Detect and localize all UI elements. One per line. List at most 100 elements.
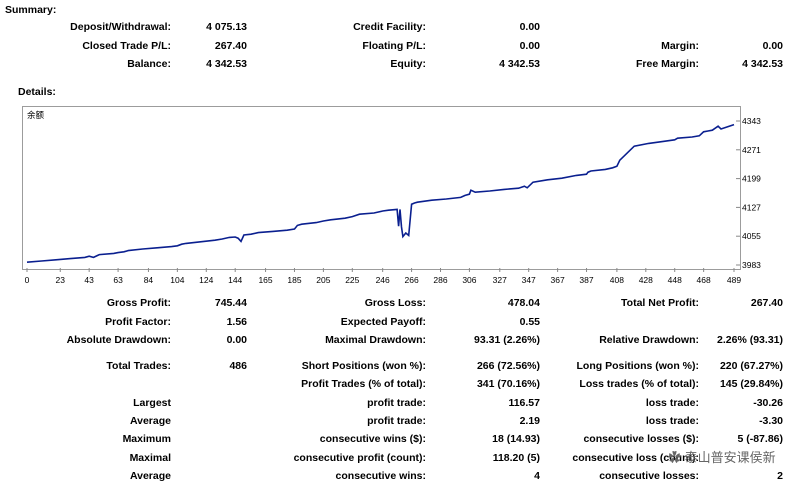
summary-value: 0.00 [762,40,783,52]
x-tick-label: 367 [551,275,565,285]
x-tick-label: 84 [144,275,154,285]
watermark: ✿ 泰山普安课侯新 [668,447,776,466]
summary-value: 4 342.53 [206,58,247,70]
stat-value: 0.00 [226,334,247,346]
stat-label: profit trade: [367,397,426,409]
stat-value: 341 (70.16%) [476,378,540,390]
stat-label: loss trade: [645,415,699,427]
balance-chart-frame [22,106,741,270]
stat-label: Profit Factor: [105,316,171,328]
watermark-text: 泰山普安课侯新 [684,450,776,465]
x-tick-label: 448 [668,275,682,285]
stat-value: 5 (-87.86) [737,433,783,445]
stat-value: 2.19 [519,415,540,427]
y-tick-label: 4199 [742,174,761,184]
stat-value: -3.30 [759,415,783,427]
stat-label: consecutive profit (count): [293,452,426,464]
stat-label: consecutive losses: [599,470,699,482]
x-tick-label: 23 [56,275,66,285]
stat-label: Absolute Drawdown: [66,334,171,346]
x-tick-label: 144 [228,275,242,285]
summary-label: Floating P/L: [362,40,426,52]
y-tick-label: 4055 [742,231,761,241]
summary-label: Equity: [390,58,426,70]
balance-chart: 余额 3983 4055 4127 4199 4271 4343 0 23 43 63 84 104 12… [25,110,762,285]
stat-label: consecutive loss (count): [572,452,699,464]
summary-value: 4 342.53 [499,58,540,70]
x-tick-label: 43 [84,275,94,285]
summary-value: 0.00 [519,21,540,33]
stat-label: Relative Drawdown: [599,334,699,346]
x-tick-label: 286 [433,275,447,285]
summary-title: Summary: [5,4,57,16]
stat-label: Short Positions (won %): [301,360,426,372]
summary-value: 4 342.53 [742,58,783,70]
x-tick-label: 327 [493,275,507,285]
x-tick-label: 225 [345,275,359,285]
x-tick-label: 0 [25,275,30,285]
x-tick-label: 185 [287,275,301,285]
details-title: Details: [18,86,56,98]
stat-value: -30.26 [753,397,783,409]
stat-value: 745.44 [214,297,247,309]
stat-value: 478.04 [507,297,540,309]
stat-label: Maximum [122,433,171,445]
stat-value: 220 (67.27%) [719,360,783,372]
x-tick-label: 104 [170,275,184,285]
summary-value: 4 075.13 [206,21,247,33]
stat-label: Maximal Drawdown: [325,334,426,346]
stat-value: 0.55 [519,316,540,328]
summary-label: Closed Trade P/L: [82,40,171,52]
stat-value: 93.31 (2.26%) [474,334,540,346]
x-tick-label: 63 [113,275,123,285]
stat-label: Gross Loss: [364,297,426,309]
summary-value: 267.40 [214,40,247,52]
x-tick-label: 246 [376,275,390,285]
stat-label: consecutive losses ($): [583,433,699,445]
summary-label: Margin: [661,40,699,52]
x-tick-label: 489 [727,275,741,285]
x-tick-label: 428 [639,275,653,285]
y-tick-label: 4271 [742,145,761,155]
x-tick-label: 205 [316,275,330,285]
stat-label: Long Positions (won %): [576,360,699,372]
chart-legend: 余额 [27,110,45,120]
summary-label: Balance: [127,58,171,70]
stat-label: profit trade: [367,415,426,427]
x-tick-label: 306 [462,275,476,285]
summary-value: 0.00 [519,40,540,52]
watermark-icon: ✿ [668,450,682,465]
stat-label: Total Trades: [106,360,171,372]
stat-value: 1.56 [226,316,247,328]
stat-label: loss trade: [645,397,699,409]
stat-label: Average [129,415,171,427]
stat-label: consecutive wins ($): [319,433,426,445]
stat-value: 145 (29.84%) [719,378,783,390]
stat-value: 118.20 (5) [492,452,540,464]
stat-label: Average [129,470,171,482]
y-tick-label: 4343 [742,116,761,126]
stat-label: Gross Profit: [106,297,171,309]
stat-label: Expected Payoff: [340,316,426,328]
x-tick-label: 468 [697,275,711,285]
x-tick-label: 347 [522,275,536,285]
stat-label: Largest [133,397,171,409]
summary-label: Deposit/Withdrawal: [70,21,171,33]
x-tick-label: 266 [404,275,418,285]
stat-value: 486 [229,360,247,372]
stat-value: 2.26% (93.31) [717,334,783,346]
y-tick-label: 3983 [742,260,761,270]
balance-series-line [26,123,735,263]
stat-label: Profit Trades (% of total): [301,378,426,390]
summary-label: Free Margin: [635,58,699,70]
stat-label: Total Net Profit: [621,297,699,309]
stat-value: 2 [777,470,783,482]
stat-value: 4 [534,470,540,482]
x-tick-label: 124 [199,275,213,285]
y-tick-label: 4127 [742,202,761,212]
summary-label: Credit Facility: [353,21,426,33]
stat-value: 266 (72.56%) [476,360,540,372]
stat-label: Maximal [129,452,171,464]
stat-value: 116.57 [508,397,540,409]
stat-value: 267.40 [750,297,783,309]
